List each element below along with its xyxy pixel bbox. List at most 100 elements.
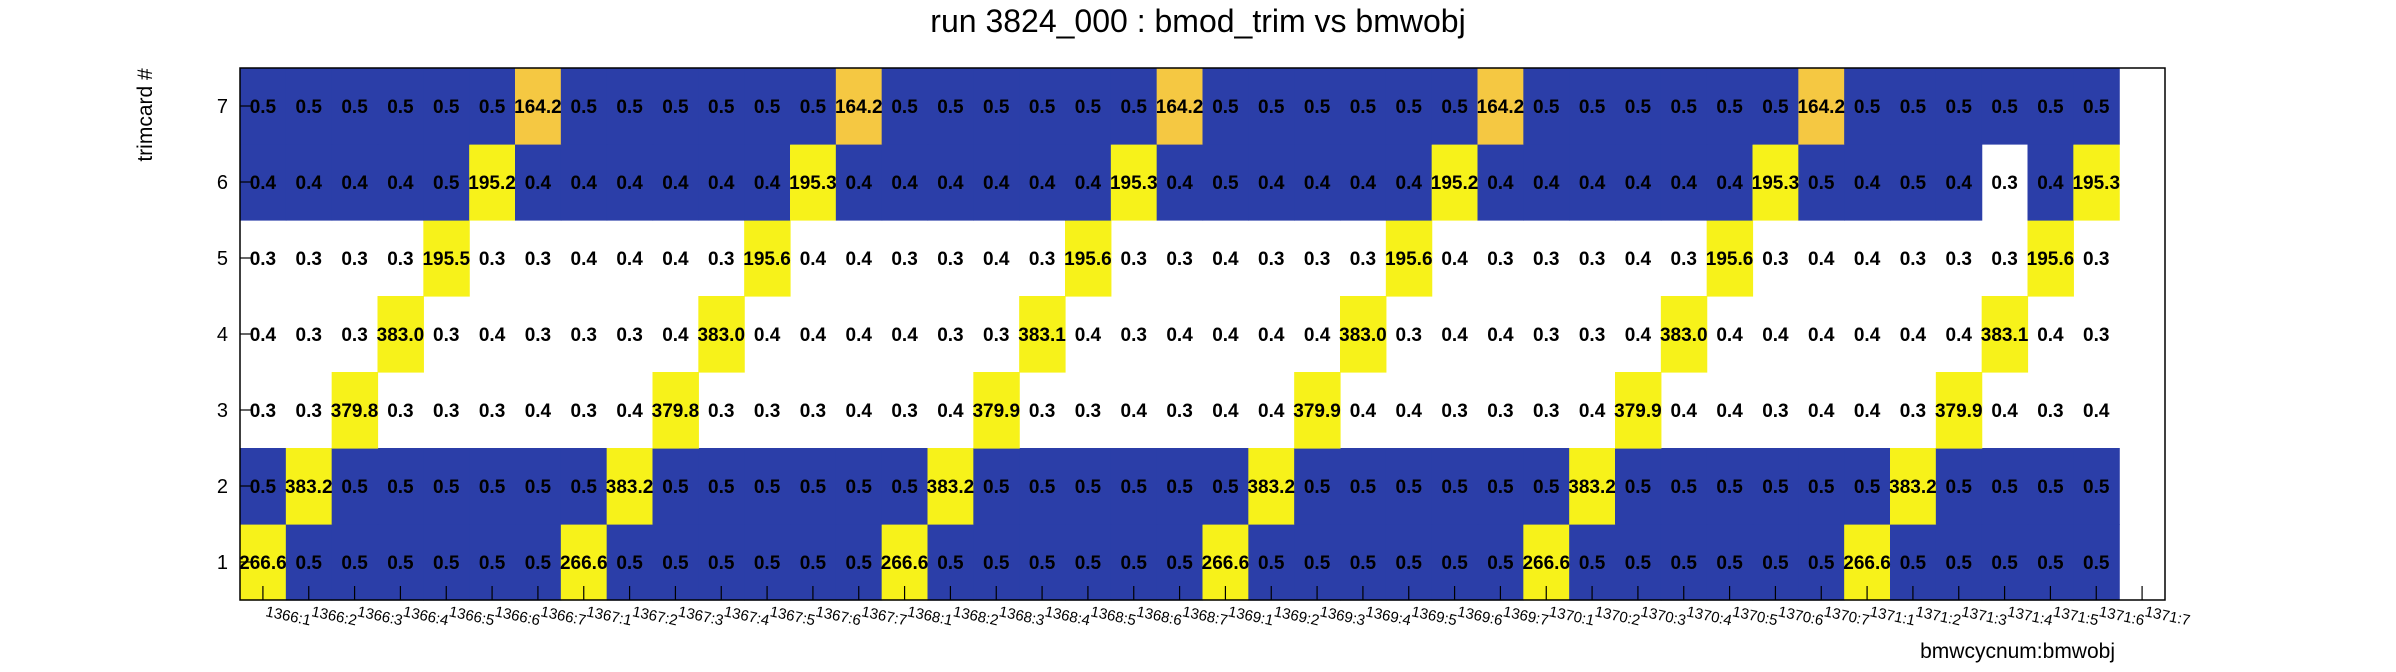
cell-value-label: 0.5 <box>937 553 964 574</box>
heatmap-cell <box>469 448 516 525</box>
cell-value-label: 383.1 <box>1981 325 2029 346</box>
cell-value-label: 266.6 <box>239 553 287 574</box>
heatmap-cell <box>1065 220 1112 297</box>
cell-value-label: 0.5 <box>937 97 964 118</box>
heatmap-cell <box>1110 448 1158 525</box>
cell-value-label: 0.3 <box>1991 173 2017 194</box>
cell-value-label: 0.4 <box>1304 173 1331 194</box>
cell-value-label: 0.3 <box>754 401 780 422</box>
x-tick-label: 1368:4 <box>1043 603 1091 629</box>
y-tick-label: 5 <box>217 248 228 270</box>
heatmap-cell <box>560 68 608 145</box>
cell-value-label: 0.3 <box>1762 401 1788 422</box>
cell-value-label: 0.5 <box>1396 553 1423 574</box>
cell-value-label: 0.4 <box>1854 249 1881 270</box>
cell-value-label: 0.5 <box>800 97 827 118</box>
cell-value-label: 0.4 <box>662 325 689 346</box>
cell-value-label: 0.3 <box>891 401 917 422</box>
cell-value-label: 0.5 <box>1350 553 1377 574</box>
heatmap-cell <box>1156 144 1204 221</box>
heatmap-cell <box>1202 448 1249 525</box>
heatmap-cell <box>2073 68 2120 145</box>
cell-value-label: 0.5 <box>296 553 323 574</box>
cell-value-label: 0.5 <box>1625 477 1652 498</box>
cell-value-label: 195.3 <box>789 173 837 194</box>
cell-value-label: 0.3 <box>937 249 963 270</box>
heatmap-cell <box>1615 448 1662 525</box>
cell-value-label: 0.5 <box>341 553 368 574</box>
cell-value-label: 0.4 <box>1762 325 1789 346</box>
x-tick-label: 1367:7 <box>860 603 908 629</box>
heatmap-cell <box>1660 144 1708 221</box>
cell-value-label: 0.4 <box>937 173 964 194</box>
cell-value-label: 0.5 <box>616 553 643 574</box>
heatmap-cell <box>1340 144 1387 221</box>
cell-value-label: 0.5 <box>2083 553 2110 574</box>
heatmap-cell <box>1935 448 1983 525</box>
cell-value-label: 0.3 <box>1533 325 1559 346</box>
cell-value-label: 0.5 <box>1396 97 1423 118</box>
cell-value-label: 0.4 <box>1350 173 1377 194</box>
cell-value-label: 383.0 <box>1339 325 1387 346</box>
cell-value-label: 0.5 <box>1762 97 1789 118</box>
cell-value-label: 383.2 <box>1247 477 1295 498</box>
cell-value-label: 0.5 <box>1075 477 1102 498</box>
cell-value-label: 0.5 <box>891 97 918 118</box>
cell-value-label: 0.3 <box>937 325 963 346</box>
cell-value-label: 379.9 <box>1614 401 1662 422</box>
cell-value-label: 0.4 <box>891 173 918 194</box>
cell-value-label: 383.2 <box>927 477 975 498</box>
x-tick-label: 1368:3 <box>997 603 1045 629</box>
cell-value-label: 0.4 <box>1166 325 1193 346</box>
heatmap-cell <box>744 448 791 525</box>
cell-value-label: 0.3 <box>1258 249 1284 270</box>
cell-value-label: 0.4 <box>1166 173 1193 194</box>
cell-value-label: 0.4 <box>1441 249 1468 270</box>
heatmap-cell <box>1844 68 1891 145</box>
cell-value-label: 0.4 <box>1808 401 1835 422</box>
heatmap-cell <box>1248 144 1295 221</box>
x-tick-label: 1368:7 <box>1181 603 1229 629</box>
cell-value-label: 0.5 <box>1900 553 1927 574</box>
heatmap-cell <box>2027 448 2074 525</box>
cell-value-label: 0.5 <box>2083 477 2110 498</box>
cell-value-label: 0.5 <box>1441 97 1468 118</box>
cell-value-label: 0.3 <box>1533 249 1559 270</box>
cell-value-label: 0.5 <box>983 97 1010 118</box>
cell-value-label: 266.6 <box>1843 553 1891 574</box>
cell-value-label: 0.4 <box>2037 173 2064 194</box>
heatmap-cell <box>285 68 333 145</box>
cell-value-label: 0.5 <box>1304 553 1331 574</box>
heatmap-cell <box>927 68 974 145</box>
cell-value-label: 0.3 <box>250 401 276 422</box>
cell-value-label: 0.5 <box>1533 97 1560 118</box>
x-tick-label: 1370:1 <box>1547 603 1595 629</box>
cell-value-label: 266.6 <box>881 553 929 574</box>
cell-value-label: 383.2 <box>606 477 654 498</box>
cell-value-label: 0.5 <box>1762 553 1789 574</box>
cell-value-label: 379.9 <box>1293 401 1341 422</box>
cell-value-label: 195.3 <box>1752 173 1800 194</box>
heatmap-cell <box>377 68 424 145</box>
cell-value-label: 0.3 <box>1166 249 1192 270</box>
cell-value-label: 0.4 <box>1487 325 1514 346</box>
cell-value-label: 195.3 <box>2072 173 2120 194</box>
cell-value-label: 0.4 <box>662 173 689 194</box>
cell-value-label: 0.4 <box>1396 173 1423 194</box>
cell-value-label: 164.2 <box>1477 97 1525 118</box>
heatmap-cell <box>1385 448 1433 525</box>
heatmap-cell <box>515 144 562 221</box>
x-tick-label: 1370:7 <box>1822 603 1870 629</box>
cell-value-label: 0.3 <box>387 401 413 422</box>
cell-value-label: 0.5 <box>1579 97 1606 118</box>
heatmap-cell <box>2073 448 2120 525</box>
cell-value-label: 0.3 <box>525 249 551 270</box>
heatmap-cell <box>1294 372 1341 449</box>
cell-value-label: 379.8 <box>652 401 700 422</box>
cell-value-label: 0.4 <box>1946 325 1973 346</box>
cell-value-label: 0.5 <box>1166 477 1193 498</box>
cell-value-label: 0.5 <box>1991 97 2018 118</box>
cell-value-label: 0.5 <box>708 477 735 498</box>
x-tick-label: 1370:5 <box>1731 603 1779 629</box>
cell-value-label: 0.4 <box>983 249 1010 270</box>
